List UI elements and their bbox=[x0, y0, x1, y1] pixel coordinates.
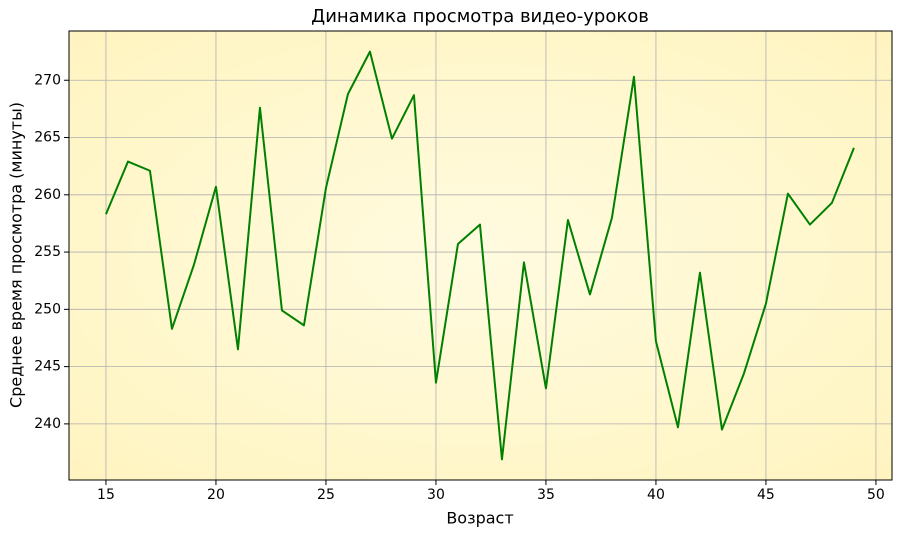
x-tick-label: 15 bbox=[97, 487, 115, 503]
x-tick-label: 45 bbox=[757, 487, 775, 503]
y-axis-label: Среднее время просмотра (минуты) bbox=[7, 102, 26, 408]
y-tick-label: 250 bbox=[34, 301, 61, 317]
data-line bbox=[105, 50, 855, 461]
x-tick-label: 35 bbox=[537, 487, 555, 503]
y-tick-label: 260 bbox=[34, 187, 61, 203]
y-tick-label: 270 bbox=[34, 72, 61, 88]
x-axis-label: Возраст bbox=[446, 509, 513, 528]
y-tick-label: 240 bbox=[34, 416, 61, 432]
y-tick-label: 245 bbox=[34, 359, 61, 375]
y-tick-label: 265 bbox=[34, 130, 61, 146]
x-tick-label: 25 bbox=[317, 487, 335, 503]
x-tick-label: 30 bbox=[427, 487, 445, 503]
x-tick-label: 50 bbox=[867, 487, 885, 503]
x-tick-label: 40 bbox=[647, 487, 665, 503]
x-tick-label: 20 bbox=[207, 487, 225, 503]
chart-title: Динамика просмотра видео-уроков bbox=[311, 6, 649, 27]
y-tick-label: 255 bbox=[34, 244, 61, 260]
plot-frame bbox=[68, 30, 893, 481]
plot-area bbox=[69, 31, 892, 480]
